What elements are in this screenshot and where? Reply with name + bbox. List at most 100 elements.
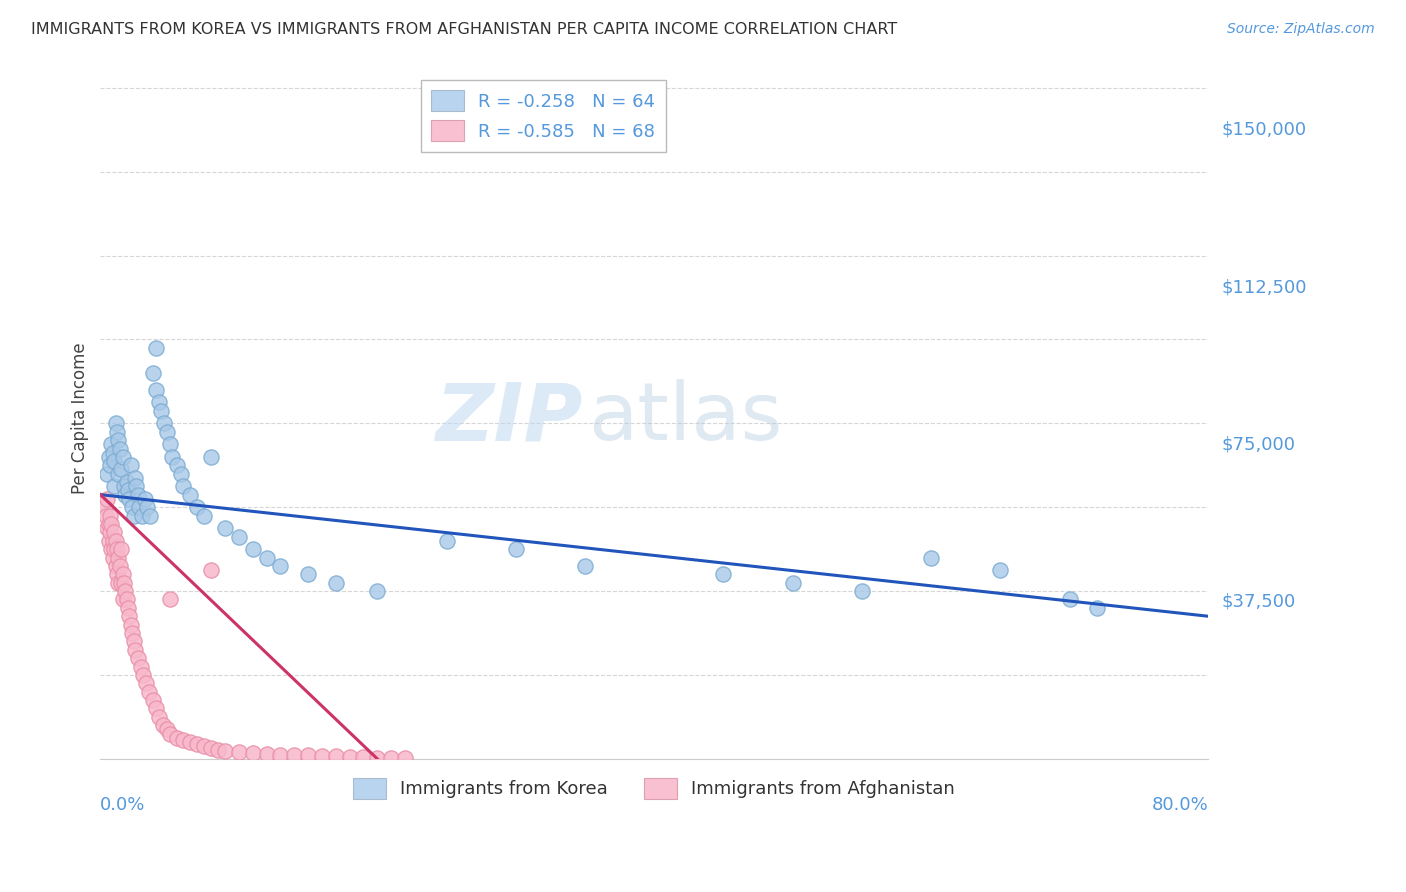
Text: atlas: atlas (588, 379, 782, 457)
Point (122, 634, 145, 648)
Point (96, 491, 118, 506)
Point (114, 488, 136, 502)
Point (127, 651, 149, 665)
Point (96, 467, 118, 481)
Point (100, 437, 122, 451)
Point (311, 748, 333, 763)
Point (125, 479, 148, 493)
Point (186, 500, 208, 515)
Point (139, 508, 162, 523)
Point (352, 750, 374, 764)
Point (111, 567, 134, 582)
Point (1085, 600, 1108, 615)
Text: $75,000: $75,000 (1222, 435, 1295, 453)
Point (256, 747, 278, 761)
Point (100, 542, 122, 557)
Point (110, 575, 132, 590)
Point (150, 404, 173, 418)
Point (159, 726, 181, 740)
Point (104, 558, 127, 573)
Point (131, 508, 153, 523)
Point (101, 550, 124, 565)
Point (138, 684, 160, 698)
Point (394, 751, 416, 765)
Point (124, 471, 146, 485)
Point (713, 567, 735, 582)
Point (156, 723, 179, 737)
Y-axis label: Per Capita Income: Per Capita Income (72, 343, 89, 494)
Point (156, 425, 179, 439)
Point (115, 475, 138, 489)
Point (134, 491, 156, 506)
Point (988, 563, 1011, 577)
Point (172, 479, 194, 493)
Point (200, 563, 222, 577)
Point (283, 747, 305, 762)
Point (145, 383, 167, 397)
Point (112, 575, 135, 590)
Point (256, 550, 278, 565)
Point (269, 558, 291, 573)
Text: IMMIGRANTS FROM KOREA VS IMMIGRANTS FROM AFGHANISTAN PER CAPITA INCOME CORRELATI: IMMIGRANTS FROM KOREA VS IMMIGRANTS FROM… (31, 22, 897, 37)
Point (159, 592, 181, 607)
Point (120, 617, 142, 632)
Point (101, 533, 124, 548)
Point (110, 542, 132, 557)
Point (117, 483, 139, 498)
Point (297, 567, 319, 582)
Point (121, 500, 143, 515)
Point (93, 500, 115, 515)
Point (105, 542, 128, 557)
Point (96, 521, 118, 535)
Point (107, 550, 129, 565)
Point (242, 542, 264, 557)
Point (111, 592, 134, 607)
Point (297, 748, 319, 763)
Point (107, 433, 129, 447)
Point (98, 508, 121, 523)
Text: ZIP: ZIP (434, 379, 582, 457)
Point (505, 542, 527, 557)
Point (145, 341, 167, 355)
Point (97, 533, 120, 548)
Point (120, 458, 142, 473)
Point (169, 467, 191, 481)
Text: $37,500: $37,500 (1222, 592, 1295, 610)
Point (920, 550, 942, 565)
Point (128, 500, 150, 515)
Point (242, 746, 264, 760)
Point (228, 745, 250, 759)
Point (207, 743, 229, 757)
Point (104, 417, 127, 431)
Point (228, 530, 250, 544)
Point (94, 508, 117, 523)
Point (122, 508, 145, 523)
Point (97, 450, 120, 464)
Point (132, 668, 155, 682)
Point (366, 750, 388, 764)
Text: $150,000: $150,000 (1222, 120, 1306, 139)
Point (782, 575, 804, 590)
Point (121, 626, 143, 640)
Point (851, 584, 873, 599)
Point (380, 751, 402, 765)
Point (103, 542, 125, 557)
Point (179, 488, 201, 502)
Point (118, 609, 141, 624)
Point (214, 744, 236, 758)
Point (1059, 592, 1081, 607)
Text: 0.0%: 0.0% (100, 797, 146, 814)
Point (117, 600, 139, 615)
Point (127, 488, 149, 502)
Point (114, 584, 136, 599)
Point (159, 437, 181, 451)
Point (166, 731, 188, 745)
Point (104, 533, 127, 548)
Point (101, 446, 124, 460)
Point (97, 516, 120, 531)
Point (186, 737, 208, 751)
Point (152, 718, 174, 732)
Point (145, 701, 167, 715)
Point (98, 525, 121, 540)
Point (136, 500, 159, 515)
